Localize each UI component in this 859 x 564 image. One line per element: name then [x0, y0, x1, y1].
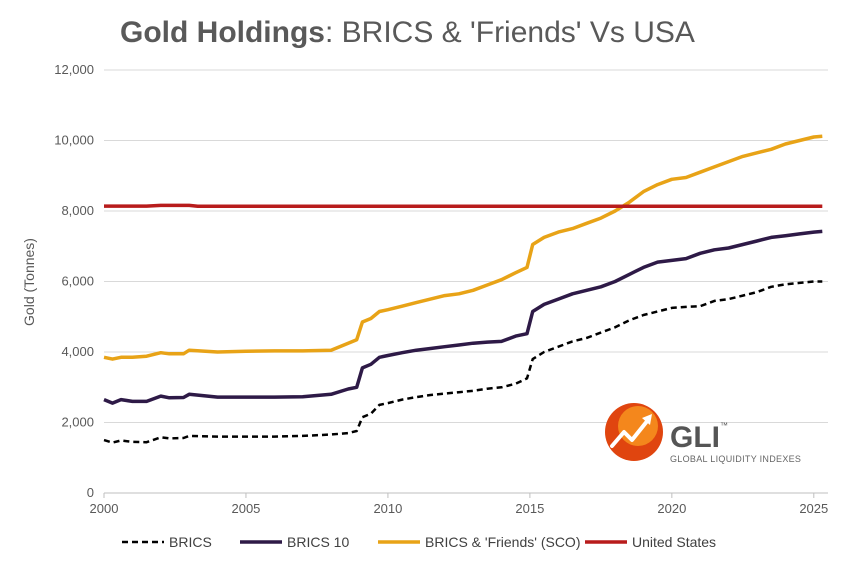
- x-tick-label: 2015: [515, 501, 544, 516]
- x-axis-ticks: 2000 2005 2010 2015 2020 2025: [90, 493, 828, 516]
- y-tick-label: 4,000: [61, 344, 94, 359]
- legend-label-brics: BRICS: [169, 534, 212, 550]
- gli-trademark: ™: [720, 421, 728, 430]
- legend-label-brics-10: BRICS 10: [287, 534, 349, 550]
- series-line-brics-10: [103, 229, 823, 405]
- chart-title: Gold Holdings: BRICS & 'Friends' Vs USA: [120, 16, 695, 49]
- y-tick-label: 2,000: [61, 415, 94, 430]
- y-axis-ticks: 0 2,000 4,000 6,000 8,000 10,000 12,000: [54, 62, 94, 500]
- y-tick-label: 8,000: [61, 203, 94, 218]
- series-line-united-states: [104, 203, 823, 208]
- series-line-brics: [103, 280, 823, 444]
- x-tick-label: 2025: [799, 501, 828, 516]
- trend-arrow-icon: [610, 418, 650, 448]
- y-axis-label: Gold (Tonnes): [21, 238, 37, 326]
- gli-logo: GLI ™ GLOBAL LIQUIDITY INDEXES: [605, 403, 801, 464]
- x-tick-label: 2005: [231, 501, 260, 516]
- chart-title-rest: : BRICS & 'Friends' Vs USA: [325, 16, 695, 49]
- y-tick-label: 0: [87, 485, 94, 500]
- legend-label-united-states: United States: [632, 534, 716, 550]
- gli-logo-inner-circle: [618, 406, 658, 446]
- arrow-head-icon: [642, 414, 652, 425]
- x-tick-label: 2020: [657, 501, 686, 516]
- y-tick-label: 12,000: [54, 62, 94, 77]
- series-line-brics-friends-sco: [103, 134, 823, 361]
- y-tick-label: 10,000: [54, 133, 94, 148]
- series-lines: [103, 134, 823, 444]
- chart-title-bold: Gold Holdings: [120, 16, 325, 49]
- gli-tagline: GLOBAL LIQUIDITY INDEXES: [670, 454, 801, 464]
- x-tick-label: 2000: [90, 501, 119, 516]
- y-tick-label: 6,000: [61, 274, 94, 289]
- x-tick-label: 2010: [373, 501, 402, 516]
- legend-label-brics-friends-sco: BRICS & 'Friends' (SCO): [425, 534, 580, 550]
- gli-wordmark: GLI: [670, 421, 720, 454]
- legend: BRICS BRICS 10 BRICS & 'Friends' (SCO) Unit…: [122, 534, 716, 550]
